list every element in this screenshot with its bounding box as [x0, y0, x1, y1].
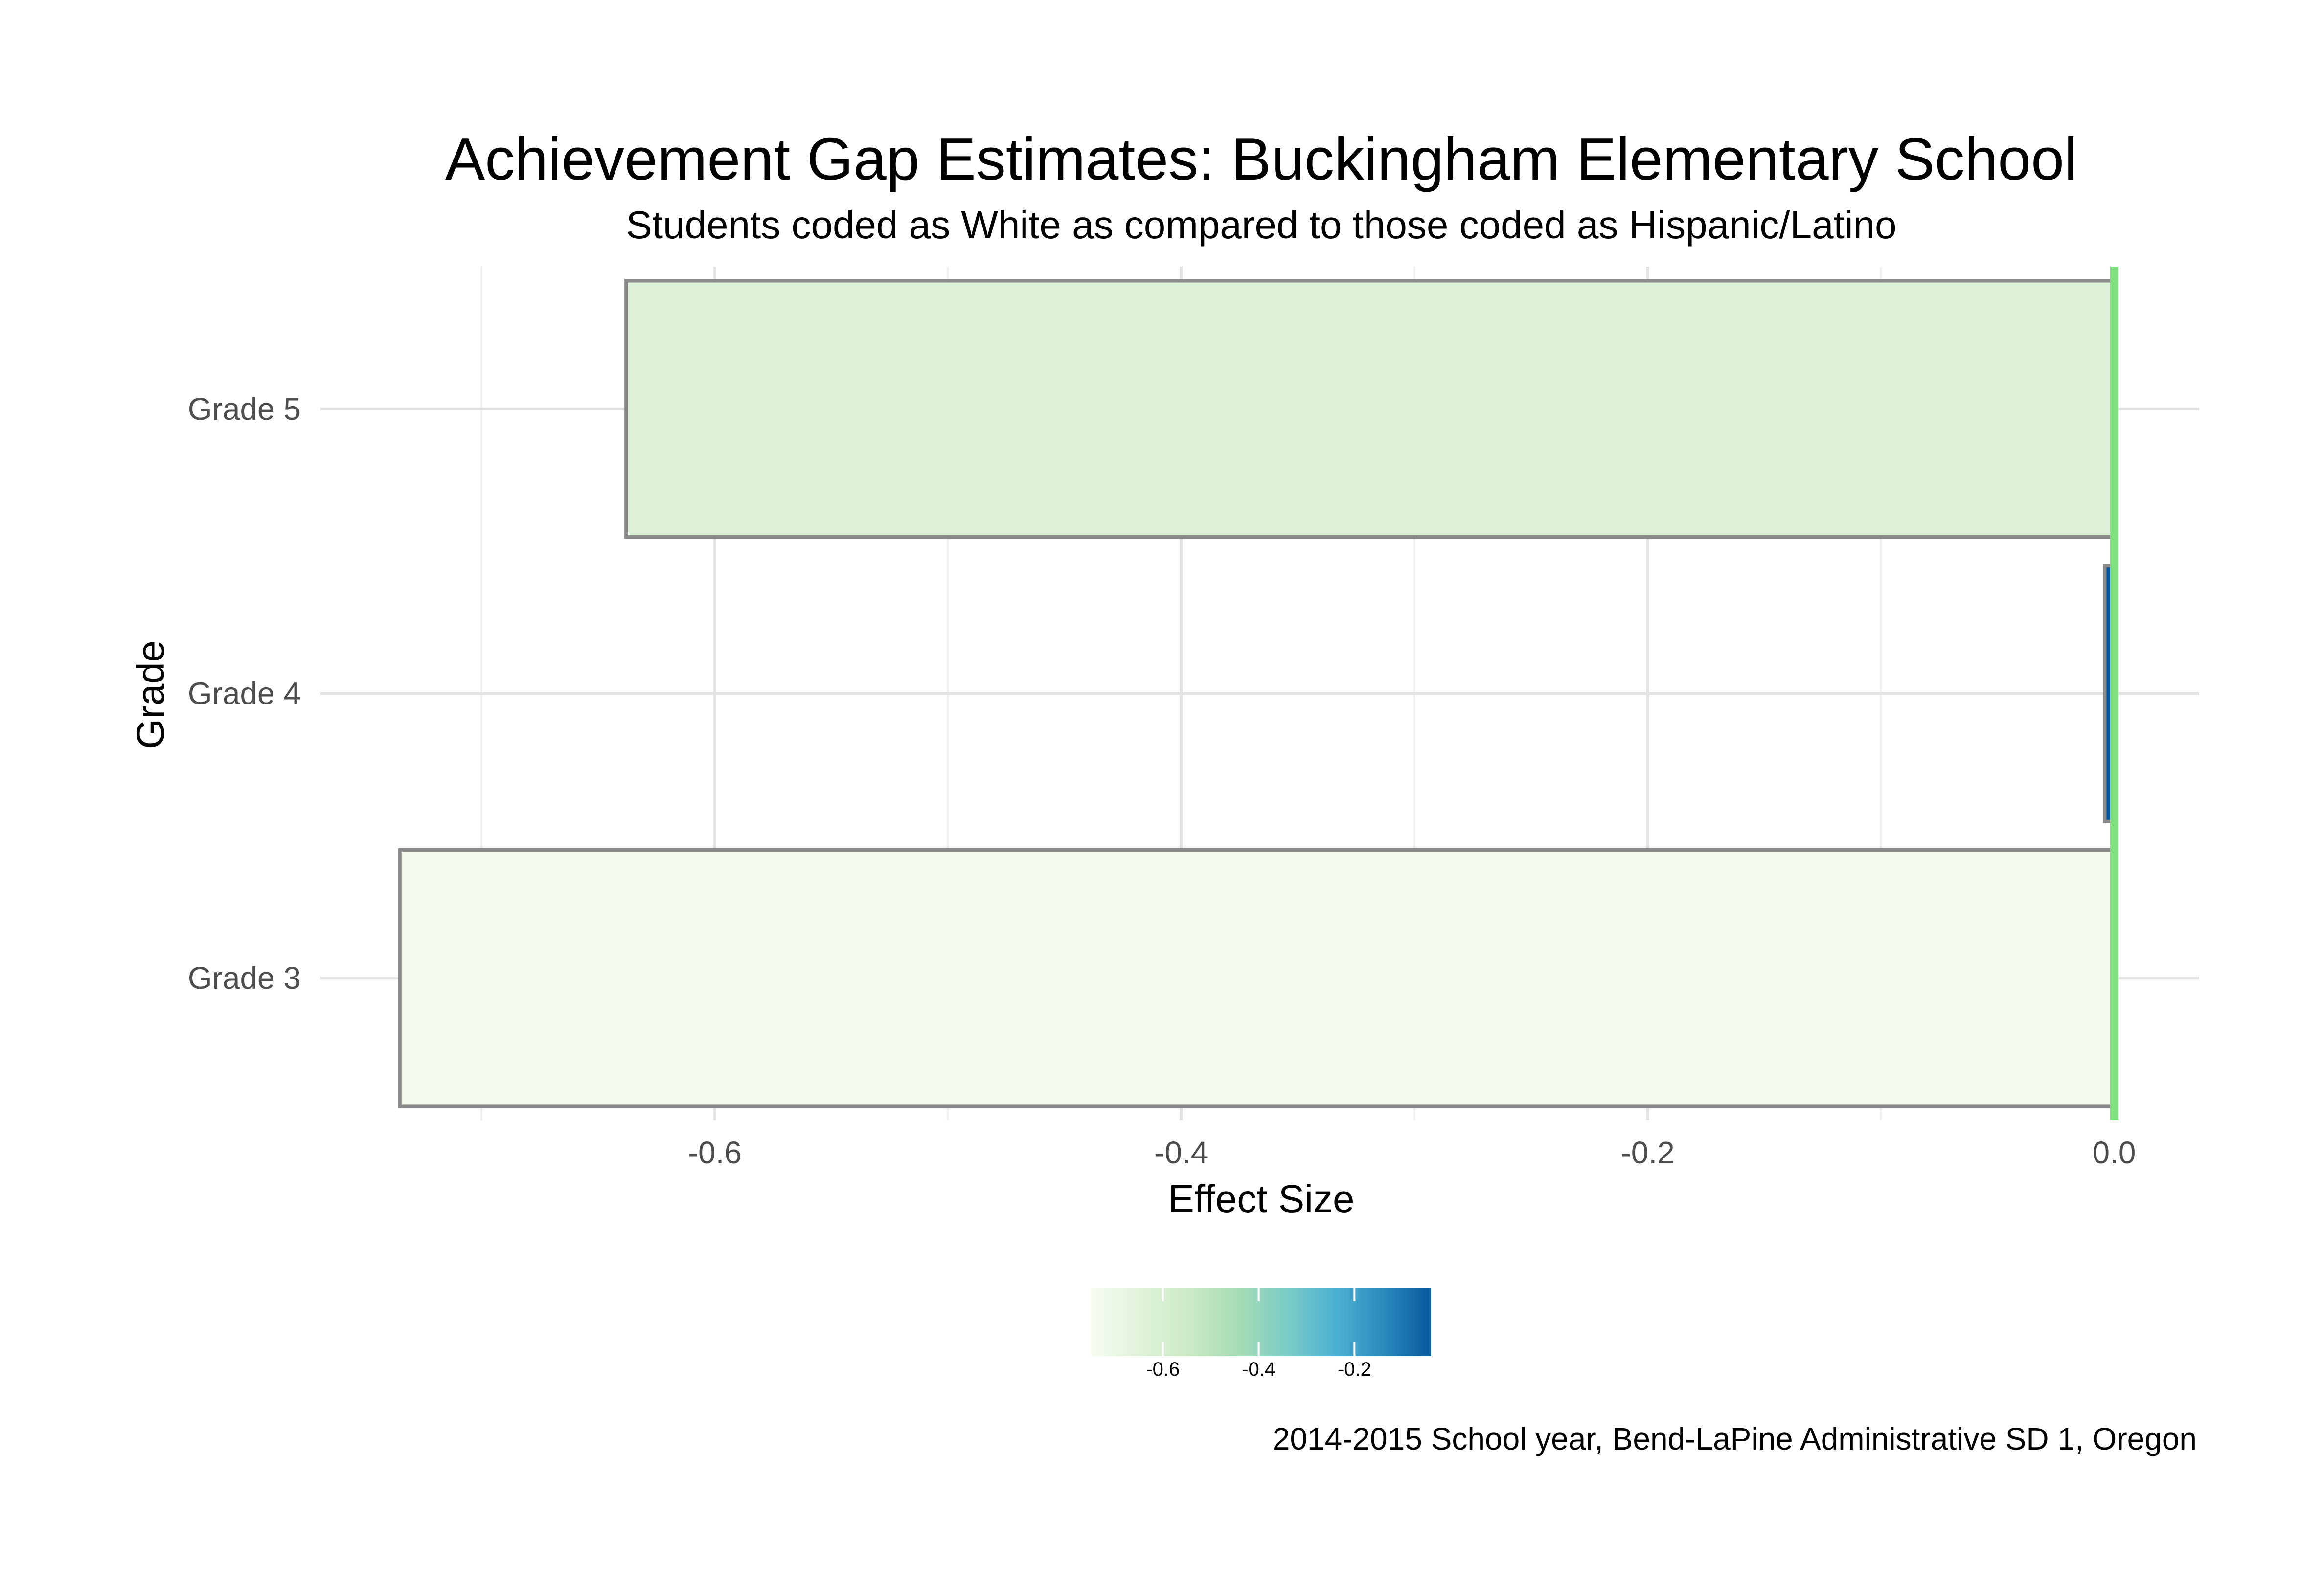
x-axis: -0.6 -0.4 -0.2 0.0 [688, 1135, 2136, 1170]
y-tick-label: Grade 4 [188, 676, 301, 711]
bar-grade-5 [624, 279, 2116, 539]
colorbar-tick-label: -0.6 [1146, 1359, 1180, 1380]
colorbar [1091, 1288, 1431, 1356]
y-axis: Grade 3 Grade 4 Grade 5 [188, 391, 301, 996]
bar-grade-3 [398, 848, 2116, 1108]
x-tick-label: -0.4 [1154, 1135, 1208, 1170]
x-tick-label: -0.2 [1620, 1135, 1674, 1170]
x-tick-label: -0.6 [688, 1135, 742, 1170]
y-tick-label: Grade 3 [188, 960, 301, 996]
colorbar-tick-label: -0.2 [1338, 1359, 1371, 1380]
chart-subtitle: Students coded as White as compared to t… [626, 203, 1896, 247]
x-axis-title: Effect Size [1168, 1177, 1355, 1221]
y-axis-title: Grade [129, 640, 172, 749]
color-legend: -0.6 -0.4 -0.2 [1091, 1288, 1431, 1380]
colorbar-tick-label: -0.4 [1242, 1359, 1276, 1380]
bars [398, 279, 2116, 1108]
x-tick-label: 0.0 [2093, 1135, 2136, 1170]
chart-title: Achievement Gap Estimates: Buckingham El… [445, 126, 2077, 192]
y-tick-label: Grade 5 [188, 391, 301, 427]
chart-caption: 2014-2015 School year, Bend-LaPine Admin… [1273, 1421, 2197, 1456]
